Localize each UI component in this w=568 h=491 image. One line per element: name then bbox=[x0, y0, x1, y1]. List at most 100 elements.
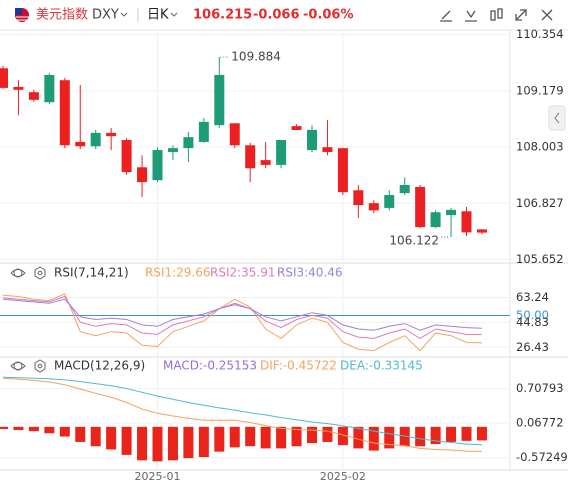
candle-body bbox=[59, 80, 70, 146]
candle-body bbox=[276, 140, 287, 165]
y-tick-label: 0.06772 bbox=[516, 416, 564, 430]
candle-body bbox=[291, 126, 302, 130]
macd-bar bbox=[415, 426, 426, 447]
candle-body bbox=[13, 86, 24, 90]
flag-icon bbox=[15, 8, 29, 22]
macd-bar bbox=[0, 426, 8, 429]
x-tick-label: 2025-02 bbox=[320, 470, 366, 483]
macd-bar bbox=[368, 426, 379, 451]
candle-body bbox=[28, 92, 39, 100]
period[interactable]: 日K bbox=[147, 8, 169, 23]
y-tick-label: 106.827 bbox=[516, 196, 564, 210]
candle-body bbox=[384, 195, 395, 208]
symbol-code[interactable]: DXY bbox=[92, 8, 119, 23]
candle-body bbox=[137, 167, 148, 183]
candle-body bbox=[0, 68, 8, 88]
legend-entry: DEA:-0.33145 bbox=[340, 359, 423, 373]
candle-body bbox=[229, 123, 240, 146]
candle-body bbox=[183, 137, 194, 149]
candle-body bbox=[461, 211, 472, 233]
candle-body bbox=[121, 140, 132, 173]
macd-bar bbox=[167, 426, 178, 461]
series-line bbox=[2, 376, 482, 446]
legend-entry: RSI3:40.46 bbox=[277, 266, 343, 280]
y-tick-label: 44.83 bbox=[516, 315, 549, 329]
candle-body bbox=[75, 141, 86, 147]
macd-bar bbox=[276, 426, 287, 449]
macd-bar bbox=[307, 426, 317, 444]
macd-bar bbox=[152, 426, 163, 462]
series-line bbox=[2, 293, 482, 352]
macd-bar bbox=[291, 426, 302, 447]
macd-bar bbox=[75, 426, 86, 442]
candle-body bbox=[399, 184, 410, 194]
y-tick-label: -0.57249 bbox=[516, 450, 568, 464]
y-tick-label: 50.00 bbox=[516, 308, 549, 322]
candle-body bbox=[245, 145, 256, 169]
candle-body bbox=[44, 74, 55, 103]
macd-bar bbox=[44, 426, 55, 434]
candle-body bbox=[446, 209, 457, 216]
candle-body bbox=[322, 147, 333, 152]
legend-entry: RSI1:29.66 bbox=[145, 266, 211, 280]
y-tick-label: 109.179 bbox=[516, 83, 564, 97]
macd-bar bbox=[28, 426, 39, 432]
candle-body bbox=[152, 150, 163, 181]
macd-bar bbox=[214, 426, 225, 452]
series-line bbox=[2, 295, 482, 339]
macd-bar bbox=[229, 426, 240, 448]
macd-bar bbox=[106, 426, 117, 450]
legend-entry: RSI2:35.91 bbox=[210, 266, 276, 280]
macd-bar bbox=[90, 426, 101, 447]
candle-body bbox=[198, 121, 209, 142]
candle-body bbox=[260, 160, 271, 165]
macd-bar bbox=[322, 426, 333, 442]
dropdown-caret[interactable] bbox=[170, 12, 178, 17]
y-tick-label: 26.43 bbox=[516, 340, 549, 354]
macd-bar bbox=[353, 426, 364, 449]
macd-bar bbox=[198, 426, 209, 458]
legend-entry: DIF:-0.45722 bbox=[260, 359, 337, 373]
candle-body bbox=[167, 148, 178, 152]
series-line bbox=[2, 298, 482, 331]
candle-body bbox=[214, 74, 225, 126]
macd-bar bbox=[337, 426, 348, 446]
price-change-pct: -0.06% bbox=[303, 8, 354, 23]
y-tick-label: 63.24 bbox=[516, 290, 549, 304]
macd-bar bbox=[183, 426, 194, 459]
macd-bar bbox=[59, 426, 70, 437]
macd-bar bbox=[446, 426, 457, 442]
price-change: -0.066 bbox=[253, 8, 300, 23]
y-tick-label: 0.70793 bbox=[516, 381, 564, 395]
candle-body bbox=[307, 129, 317, 151]
candle-body bbox=[415, 186, 426, 228]
macd-bar bbox=[476, 426, 487, 441]
symbol-name[interactable]: 美元指数 bbox=[36, 8, 88, 23]
candle-body bbox=[337, 148, 348, 193]
dropdown-caret[interactable] bbox=[120, 12, 128, 17]
macd-bar bbox=[13, 426, 24, 431]
last-price: 106.215 bbox=[193, 8, 252, 23]
tool-icon[interactable] bbox=[515, 9, 527, 21]
low-annotation: 106.122 bbox=[389, 234, 439, 248]
macd-bar bbox=[260, 426, 271, 449]
x-tick-label: 2025-01 bbox=[135, 470, 181, 483]
candle-body bbox=[106, 132, 117, 137]
tool-icon[interactable] bbox=[490, 8, 503, 21]
collapse-tab[interactable] bbox=[548, 105, 566, 131]
y-tick-label: 105.652 bbox=[516, 252, 564, 266]
candle-body bbox=[90, 132, 101, 147]
high-annotation: 109.884 bbox=[231, 50, 281, 64]
indicator-icons[interactable] bbox=[10, 266, 46, 373]
tool-icon[interactable] bbox=[465, 10, 477, 22]
tool-icon[interactable] bbox=[541, 9, 553, 21]
tool-icon[interactable] bbox=[440, 10, 452, 22]
macd-bar bbox=[384, 426, 395, 449]
candle-body bbox=[353, 190, 364, 206]
macd-bar bbox=[399, 426, 410, 447]
indicator-title: RSI(7,14,21) bbox=[54, 266, 129, 280]
macd-bar bbox=[121, 426, 132, 455]
indicator-title: MACD(12,26,9) bbox=[54, 359, 145, 373]
